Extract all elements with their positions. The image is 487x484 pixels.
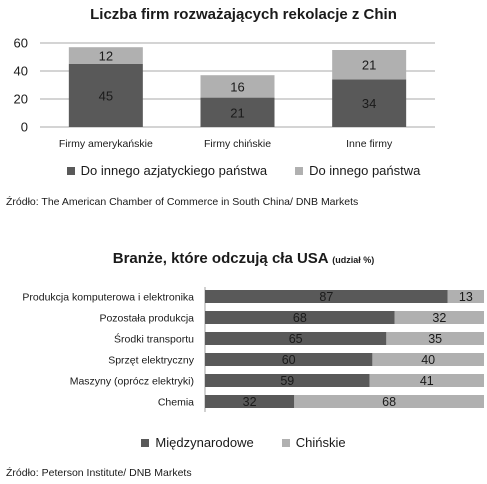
- data-label: 13: [459, 290, 473, 304]
- bar-segment: [205, 353, 373, 366]
- chart-title: Liczba firm rozważających rekolacje z Ch…: [90, 6, 397, 23]
- bar-segment: [294, 395, 484, 408]
- y-tick-label: 20: [14, 92, 28, 107]
- bar-segment: [205, 290, 448, 303]
- data-label: 32: [432, 311, 446, 325]
- bar-segment: [447, 290, 484, 303]
- data-label: 21: [230, 105, 244, 120]
- y-tick-label: Chemia: [158, 397, 194, 409]
- data-label: 65: [289, 332, 303, 346]
- chart-source: Źródło: The American Chamber of Commerce…: [6, 196, 359, 208]
- chart-source: Źródło: Peterson Institute/ DNB Markets: [6, 467, 192, 479]
- tariff-chart-svg: 87 13 Produkcja komputerowa i elektronika 6…: [22, 287, 484, 412]
- data-label: 32: [243, 395, 257, 409]
- bar-segment: [332, 79, 407, 127]
- data-label: 16: [230, 79, 244, 94]
- legend-swatch-dark: [141, 438, 150, 447]
- bar-segment: [200, 75, 275, 98]
- bar-segment: [369, 374, 484, 387]
- y-tick-label: Produkcja komputerowa i elektronika: [22, 292, 194, 304]
- x-tick-label: Firmy amerykańskie: [59, 138, 153, 150]
- bar-segment: [200, 97, 275, 127]
- data-label: 12: [99, 49, 113, 64]
- bar-segment: [205, 374, 370, 387]
- data-label: 68: [382, 395, 396, 409]
- legend-item-international: Międzynarodowe: [141, 435, 254, 450]
- bar-segment: [386, 332, 484, 345]
- bar-segment: [332, 50, 407, 80]
- y-tick-label: 0: [21, 120, 28, 135]
- legend-item-chinese: Chińskie: [281, 435, 346, 450]
- legend-swatch-light: [281, 438, 290, 447]
- bar-segment: [68, 64, 143, 127]
- y-tick-label: Środki transportu: [114, 333, 194, 346]
- legend-item-other: Do innego państwa: [295, 163, 420, 178]
- relocation-chart-svg: 0 20 40 60 45 12 Firmy amerykańskie 21 16 Firmy c…: [14, 36, 435, 150]
- x-tick-label: Inne firmy: [346, 138, 393, 150]
- bar-segment: [394, 311, 484, 324]
- chart-legend: Międzynarodowe Chińskie: [0, 435, 487, 450]
- bar-segment: [205, 395, 295, 408]
- data-label: 35: [428, 332, 442, 346]
- data-label: 59: [280, 374, 294, 388]
- legend-swatch-light: [295, 166, 304, 175]
- chart-legend: Do innego azjatyckiego państwa Do innego…: [0, 163, 487, 178]
- bar-segment: [205, 311, 395, 324]
- y-tick-label: 40: [14, 64, 28, 79]
- y-tick-label: Maszyny (oprócz elektryki): [70, 376, 194, 388]
- y-tick-label: 60: [14, 36, 28, 51]
- legend-swatch-dark: [66, 166, 75, 175]
- data-label: 68: [293, 311, 307, 325]
- bar-segment: [372, 353, 484, 366]
- y-tick-label: Pozostała produkcja: [99, 313, 194, 325]
- chart-title: Branże, które odczują cła USA (udział %): [112, 250, 375, 267]
- data-label: 41: [420, 374, 434, 388]
- chart-panel-relocation: Liczba firm rozważających rekolacje z Ch…: [0, 0, 487, 225]
- y-tick-label: Sprzęt elektryczny: [108, 355, 195, 367]
- data-label: 21: [362, 58, 376, 73]
- data-label: 45: [99, 89, 113, 104]
- bar-segment: [205, 332, 387, 345]
- x-tick-label: Firmy chińskie: [204, 138, 271, 150]
- data-label: 60: [282, 353, 296, 367]
- data-label: 87: [319, 290, 333, 304]
- bar-segment: [68, 47, 143, 64]
- legend-item-asia: Do innego azjatyckiego państwa: [66, 163, 267, 178]
- chart-panel-tariffs: Branże, które odczują cła USA (udział %)…: [0, 236, 487, 484]
- data-label: 34: [362, 96, 376, 111]
- data-label: 40: [421, 353, 435, 367]
